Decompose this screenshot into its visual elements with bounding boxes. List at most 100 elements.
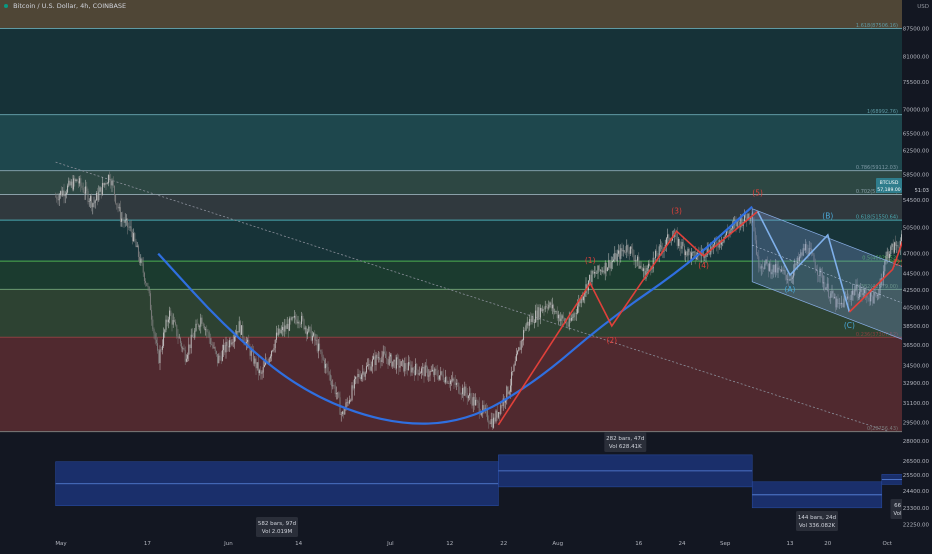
candle-body (212, 345, 213, 348)
candle-body (528, 322, 529, 326)
candle-body (630, 247, 631, 254)
candle-body (534, 322, 535, 323)
candle-body (127, 219, 128, 227)
candle-body (97, 193, 98, 200)
time-tick-label: 17 (144, 541, 151, 547)
candle-body (554, 311, 555, 312)
candle-body (647, 268, 648, 271)
candle-body (638, 257, 639, 269)
candle-body (115, 195, 116, 203)
candle-body (122, 219, 123, 221)
candle-body (227, 342, 228, 346)
candle-body (343, 412, 344, 415)
candle-body (338, 393, 339, 398)
candle-body (593, 271, 594, 274)
candle-body (412, 368, 413, 373)
wave-label: (2) (606, 336, 617, 345)
candle-body (497, 411, 498, 418)
candle-body (272, 350, 273, 351)
candle-body (691, 253, 692, 260)
price-tick-label: 24400.00 (903, 489, 930, 495)
fib-level-label: 0.786(59112.03) (856, 165, 898, 171)
candle-body (414, 370, 415, 375)
candle-body (590, 275, 591, 282)
candle-body (406, 363, 407, 369)
candle-body (523, 330, 524, 340)
candle-body (382, 357, 383, 362)
candle-body (428, 375, 429, 376)
candle-body (496, 411, 497, 422)
candle-body (68, 181, 69, 186)
candle-body (74, 178, 75, 181)
candle-body (185, 350, 186, 362)
time-tick-label: May (55, 541, 67, 547)
volume-profile-bars-label: 582 bars, 97d (258, 521, 296, 527)
candle-body (313, 333, 314, 336)
candle-body (160, 350, 161, 363)
price-tick-label: 58500.00 (903, 172, 930, 178)
volume-profile-vol-label: Vol 2.019M (262, 529, 293, 535)
candle-body (430, 371, 431, 375)
candle-body (260, 370, 261, 374)
candle-body (372, 359, 373, 366)
candle-body (654, 258, 655, 259)
candle-body (560, 319, 561, 321)
candle-body (226, 342, 227, 352)
candle-body (283, 327, 284, 331)
candle-body (330, 374, 331, 380)
candle-body (390, 355, 391, 357)
candle-body (289, 318, 290, 330)
candle-body (401, 361, 402, 366)
candle-body (270, 356, 271, 358)
candle-body (240, 321, 241, 335)
candle-body (65, 194, 66, 196)
candle-body (709, 253, 710, 255)
candle-body (493, 418, 494, 428)
candle-body (89, 201, 90, 202)
fib-level-label: 1.618(87506.16) (856, 23, 898, 29)
candle-body (896, 245, 897, 246)
candle-body (499, 412, 500, 414)
candle-body (169, 311, 170, 320)
candle-body (583, 297, 584, 301)
candle-body (635, 260, 636, 261)
candle-body (532, 316, 533, 322)
candle-body (694, 251, 695, 252)
candle-body (576, 313, 577, 314)
price-tick-label: 34500.00 (903, 364, 930, 370)
candle-body (282, 327, 283, 330)
candle-body (546, 306, 547, 307)
candle-body (656, 251, 657, 256)
candle-body (161, 350, 162, 351)
candle-body (500, 405, 501, 414)
candle-body (242, 325, 243, 338)
candle-body (188, 345, 189, 355)
candle-body (362, 371, 363, 374)
candle-body (168, 320, 169, 323)
candle-body (488, 420, 489, 422)
candle-body (320, 350, 321, 352)
price-tick-label: 70000.00 (903, 107, 930, 113)
candle-body (329, 372, 330, 374)
candle-body (718, 246, 719, 247)
candle-body (290, 318, 291, 319)
candle-body (102, 183, 103, 195)
candle-body (238, 331, 239, 332)
candle-body (301, 316, 302, 324)
candle-body (476, 400, 477, 401)
candle-body (174, 320, 175, 322)
candle-body (247, 340, 248, 342)
candle-body (552, 305, 553, 309)
candle-body (434, 369, 435, 375)
candle-body (220, 356, 221, 357)
candle-body (84, 192, 85, 193)
candle-body (230, 340, 231, 344)
candle-body (618, 250, 619, 253)
candle-body (107, 183, 108, 184)
candle-body (192, 335, 193, 337)
candle-body (72, 182, 73, 190)
candle-body (559, 315, 560, 321)
candle-body (636, 260, 637, 261)
